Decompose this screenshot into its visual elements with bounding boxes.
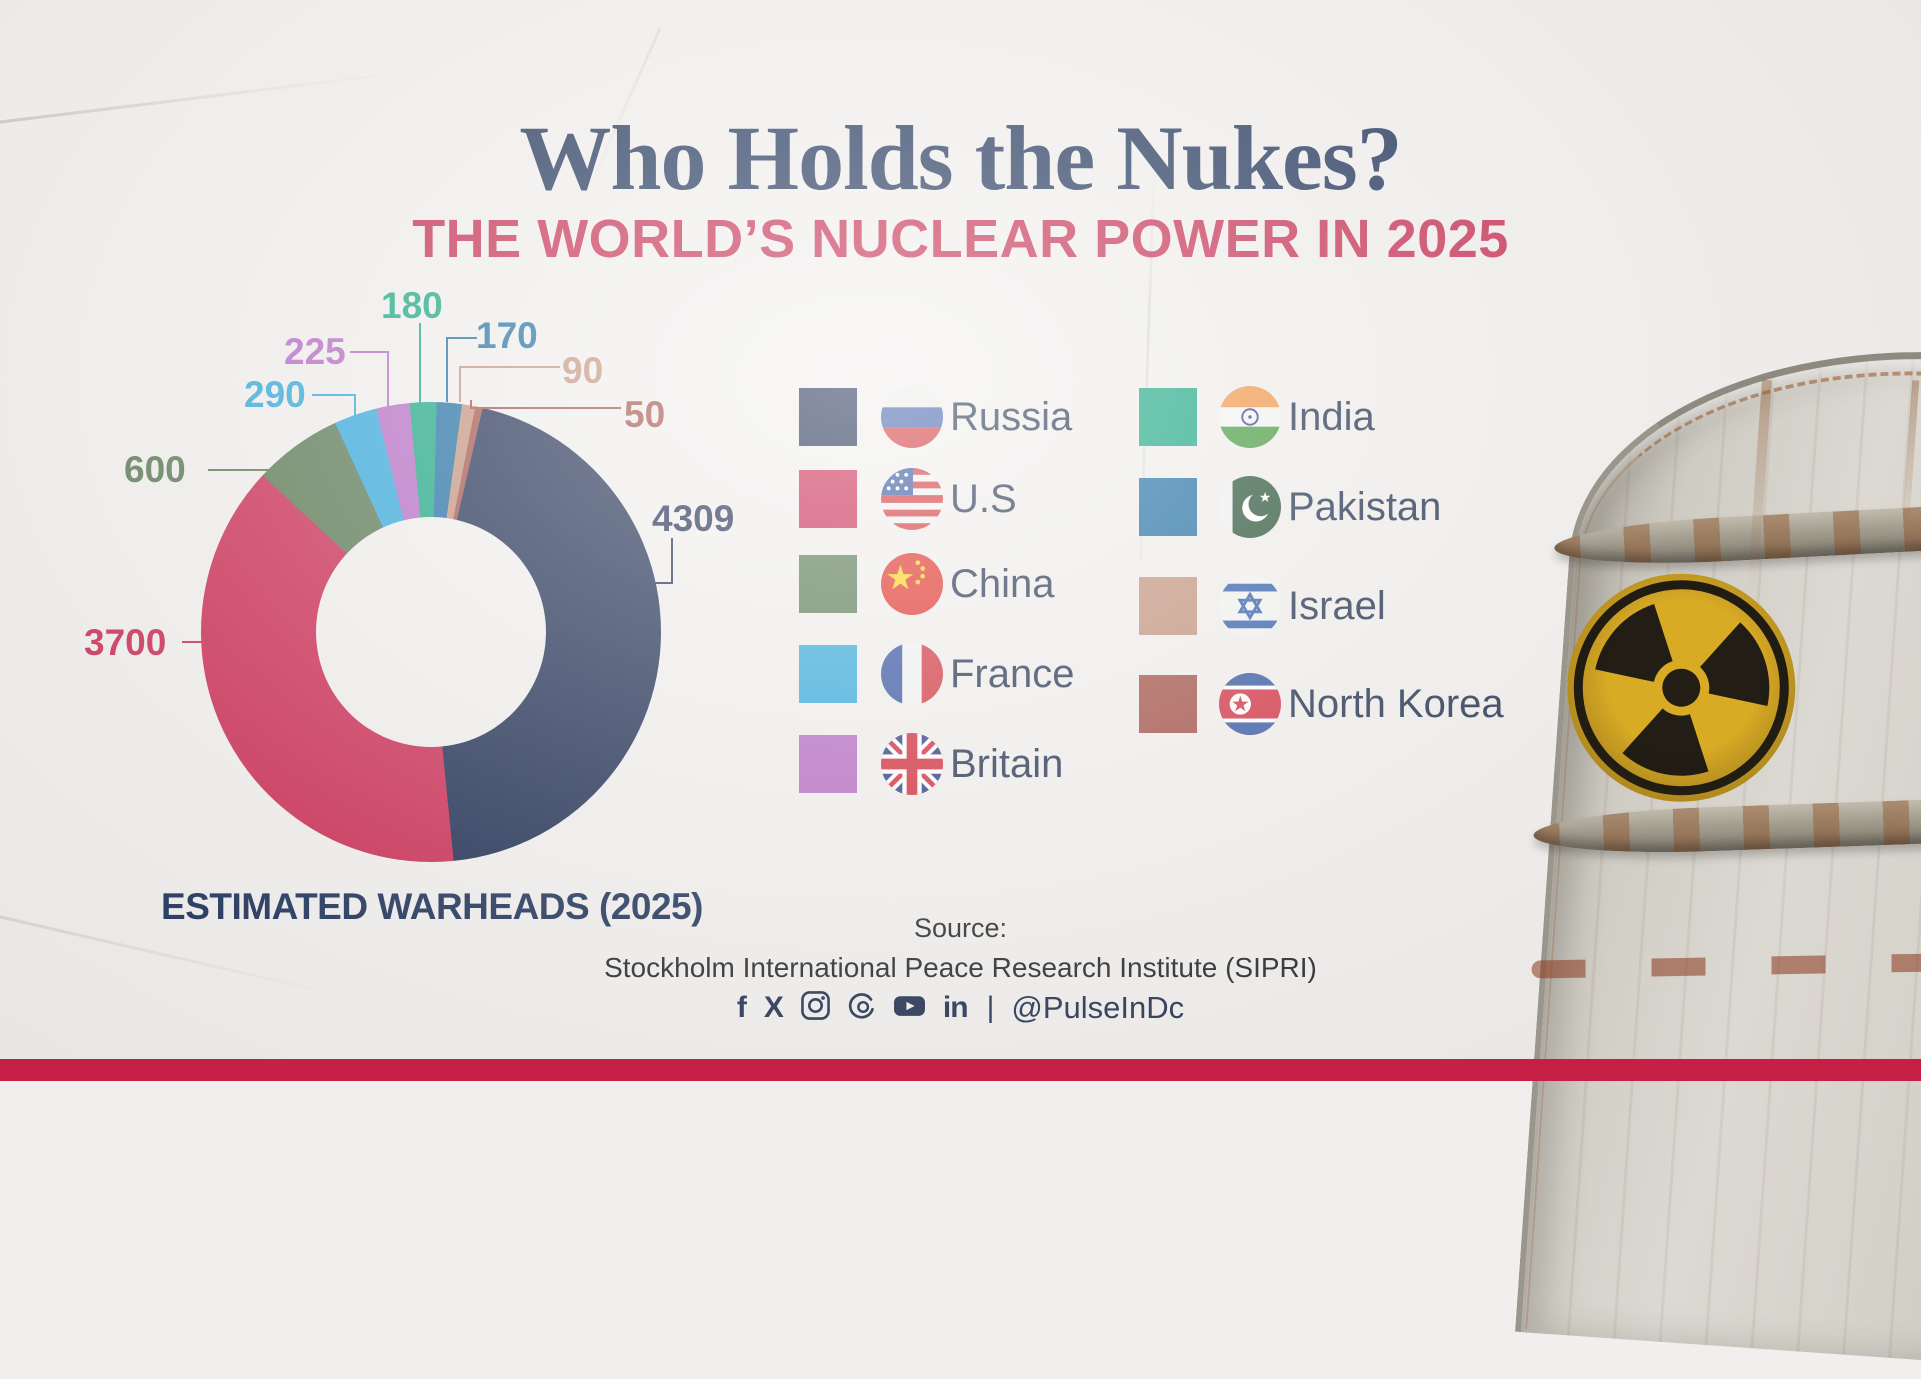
- facebook-icon: f: [736, 991, 747, 1024]
- north-korea-flag-icon: [1219, 673, 1281, 735]
- britain-flag-icon: [881, 733, 943, 795]
- leader-line: [653, 582, 673, 584]
- legend-label: India: [1288, 395, 1375, 439]
- x-icon: X: [763, 991, 784, 1024]
- callout-us: 3700: [84, 622, 167, 663]
- legend-label: China: [950, 562, 1055, 606]
- israel-flag-icon: [1219, 575, 1281, 637]
- legend-swatch: [1139, 478, 1197, 536]
- leader-line: [419, 323, 421, 405]
- legend-swatch: [1139, 577, 1197, 635]
- leader-line: [470, 400, 472, 409]
- legend-label: U.S: [950, 477, 1017, 521]
- china-flag-icon: [881, 553, 943, 615]
- callout-india: 180: [381, 285, 443, 326]
- legend-label: North Korea: [1288, 682, 1504, 726]
- leader-line: [671, 538, 673, 584]
- legend-swatch: [799, 555, 857, 613]
- france-flag-icon: [881, 643, 943, 705]
- page-title: Who Holds the Nukes?: [519, 107, 1402, 209]
- callout-france: 290: [244, 374, 306, 415]
- legend-label: Britain: [950, 742, 1064, 786]
- leader-line: [208, 469, 278, 471]
- leader-line: [182, 641, 216, 643]
- barrel-illustration: [1514, 247, 1921, 1378]
- legend-swatch: [799, 388, 857, 446]
- legend-label: Russia: [950, 395, 1073, 439]
- india-flag-icon: [1219, 386, 1281, 448]
- instagram-icon: [801, 991, 830, 1025]
- leader-line: [459, 366, 461, 402]
- leader-line: [447, 337, 477, 339]
- legend-swatch: [799, 735, 857, 793]
- leader-line: [387, 351, 389, 417]
- separator: |: [986, 991, 995, 1024]
- russia-flag-icon: [881, 386, 943, 448]
- callout-israel: 90: [562, 350, 604, 391]
- us-flag-icon: [881, 468, 943, 530]
- donut-hole: [316, 517, 546, 747]
- leader-line: [460, 366, 560, 368]
- youtube-icon: [893, 991, 926, 1025]
- legend-swatch: [799, 645, 857, 703]
- callout-britain: 225: [284, 331, 346, 372]
- leader-line: [471, 407, 621, 409]
- callout-pakistan: 170: [476, 315, 538, 356]
- leader-line: [350, 351, 388, 353]
- leader-line: [312, 394, 356, 396]
- legend-label: Israel: [1288, 584, 1386, 628]
- social-handle: @PulseInDc: [1011, 990, 1185, 1025]
- pakistan-flag-icon: [1219, 476, 1281, 538]
- callout-china: 600: [124, 449, 186, 490]
- callout-north-korea: 50: [624, 394, 666, 435]
- legend-swatch: [1139, 675, 1197, 733]
- linkedin-icon: in: [942, 991, 969, 1024]
- legend-label: Pakistan: [1288, 485, 1442, 529]
- radiation-icon: [1555, 562, 1807, 814]
- footer-accent-bar: [0, 1059, 1921, 1081]
- callout-russia: 4309: [652, 498, 735, 539]
- leader-line: [446, 337, 448, 402]
- leader-line: [354, 394, 356, 421]
- legend-swatch: [799, 470, 857, 528]
- legend-swatch: [1139, 388, 1197, 446]
- legend-label: France: [950, 652, 1075, 696]
- threads-icon: [847, 991, 876, 1025]
